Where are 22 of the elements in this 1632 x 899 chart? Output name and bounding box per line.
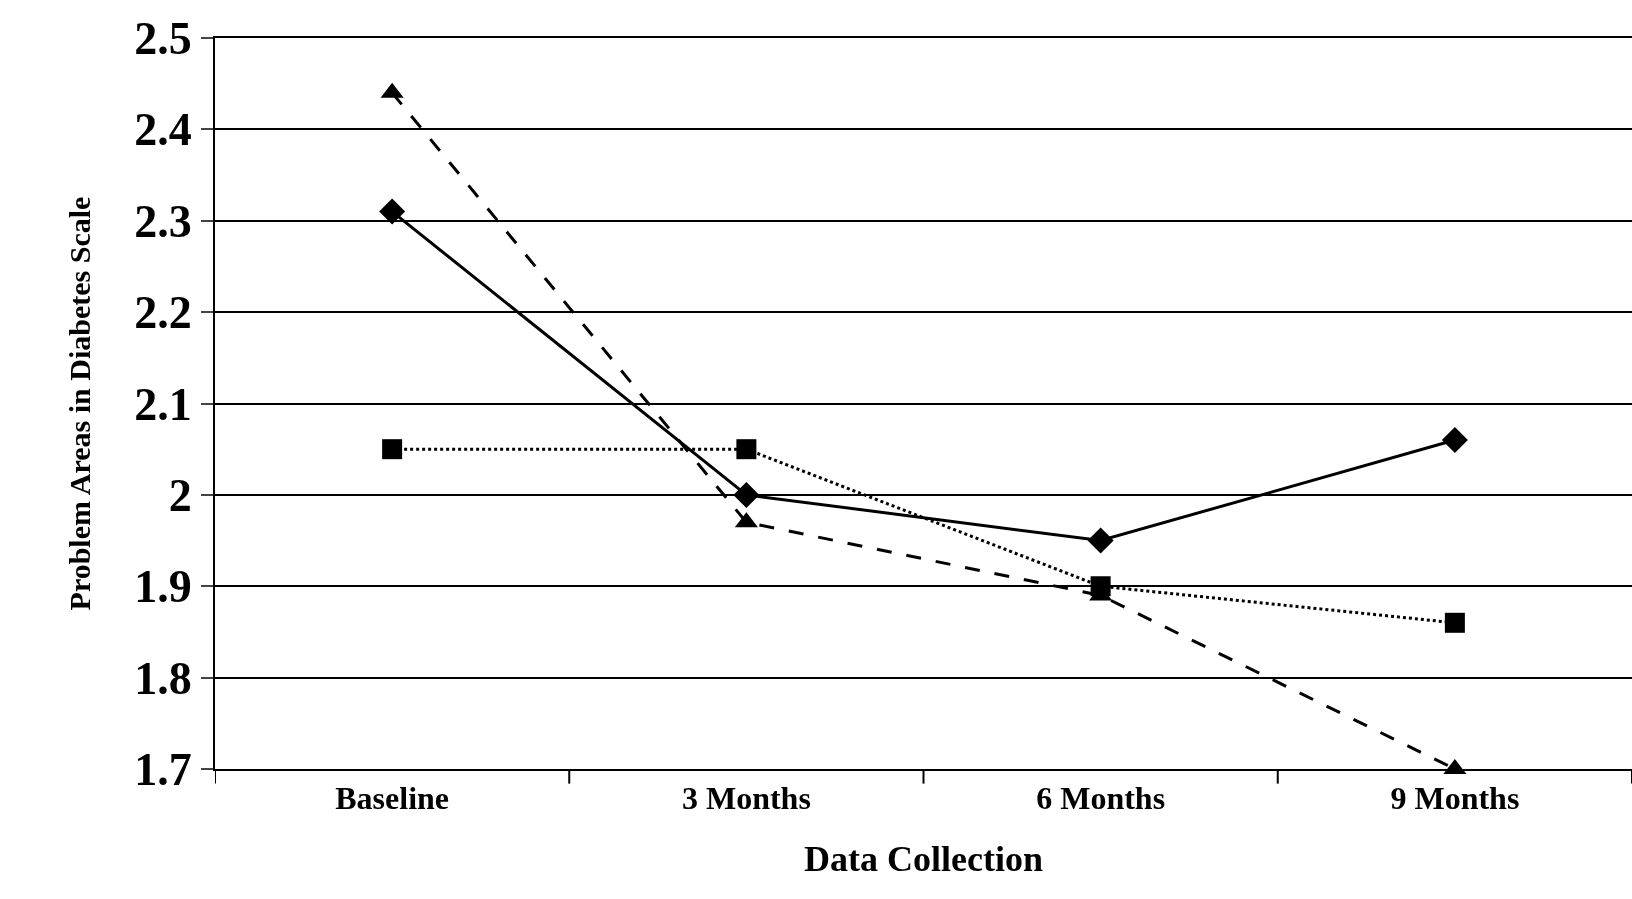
point	[1444, 612, 1465, 633]
point	[733, 481, 760, 508]
y-tick-label: 2	[168, 469, 192, 521]
y-tick-label: 2.1	[134, 378, 192, 430]
point	[1087, 527, 1114, 554]
x-tick-label: 6 Months	[1036, 780, 1166, 817]
point	[1441, 427, 1468, 454]
y-tick-label: 2.4	[134, 104, 192, 156]
y-tick-label: 2.5	[134, 13, 192, 65]
y-tick-label: 1.9	[134, 561, 192, 613]
x-tick-label: 9 Months	[1390, 780, 1520, 817]
y-tick-label: 1.8	[134, 652, 192, 704]
x-tick-label: Baseline	[335, 780, 450, 817]
y-tick-label: 2.3	[134, 195, 192, 247]
x-axis-title: Data Collection	[804, 838, 1043, 879]
y-axis-title: Problem Areas in Diabetes Scale	[62, 196, 96, 611]
point	[736, 439, 757, 460]
x-tick-label: 3 Months	[681, 780, 811, 817]
y-tick-label: 2.2	[134, 287, 192, 339]
point	[379, 198, 406, 225]
y-tick-label: 1.7	[134, 744, 192, 796]
point	[382, 439, 403, 460]
